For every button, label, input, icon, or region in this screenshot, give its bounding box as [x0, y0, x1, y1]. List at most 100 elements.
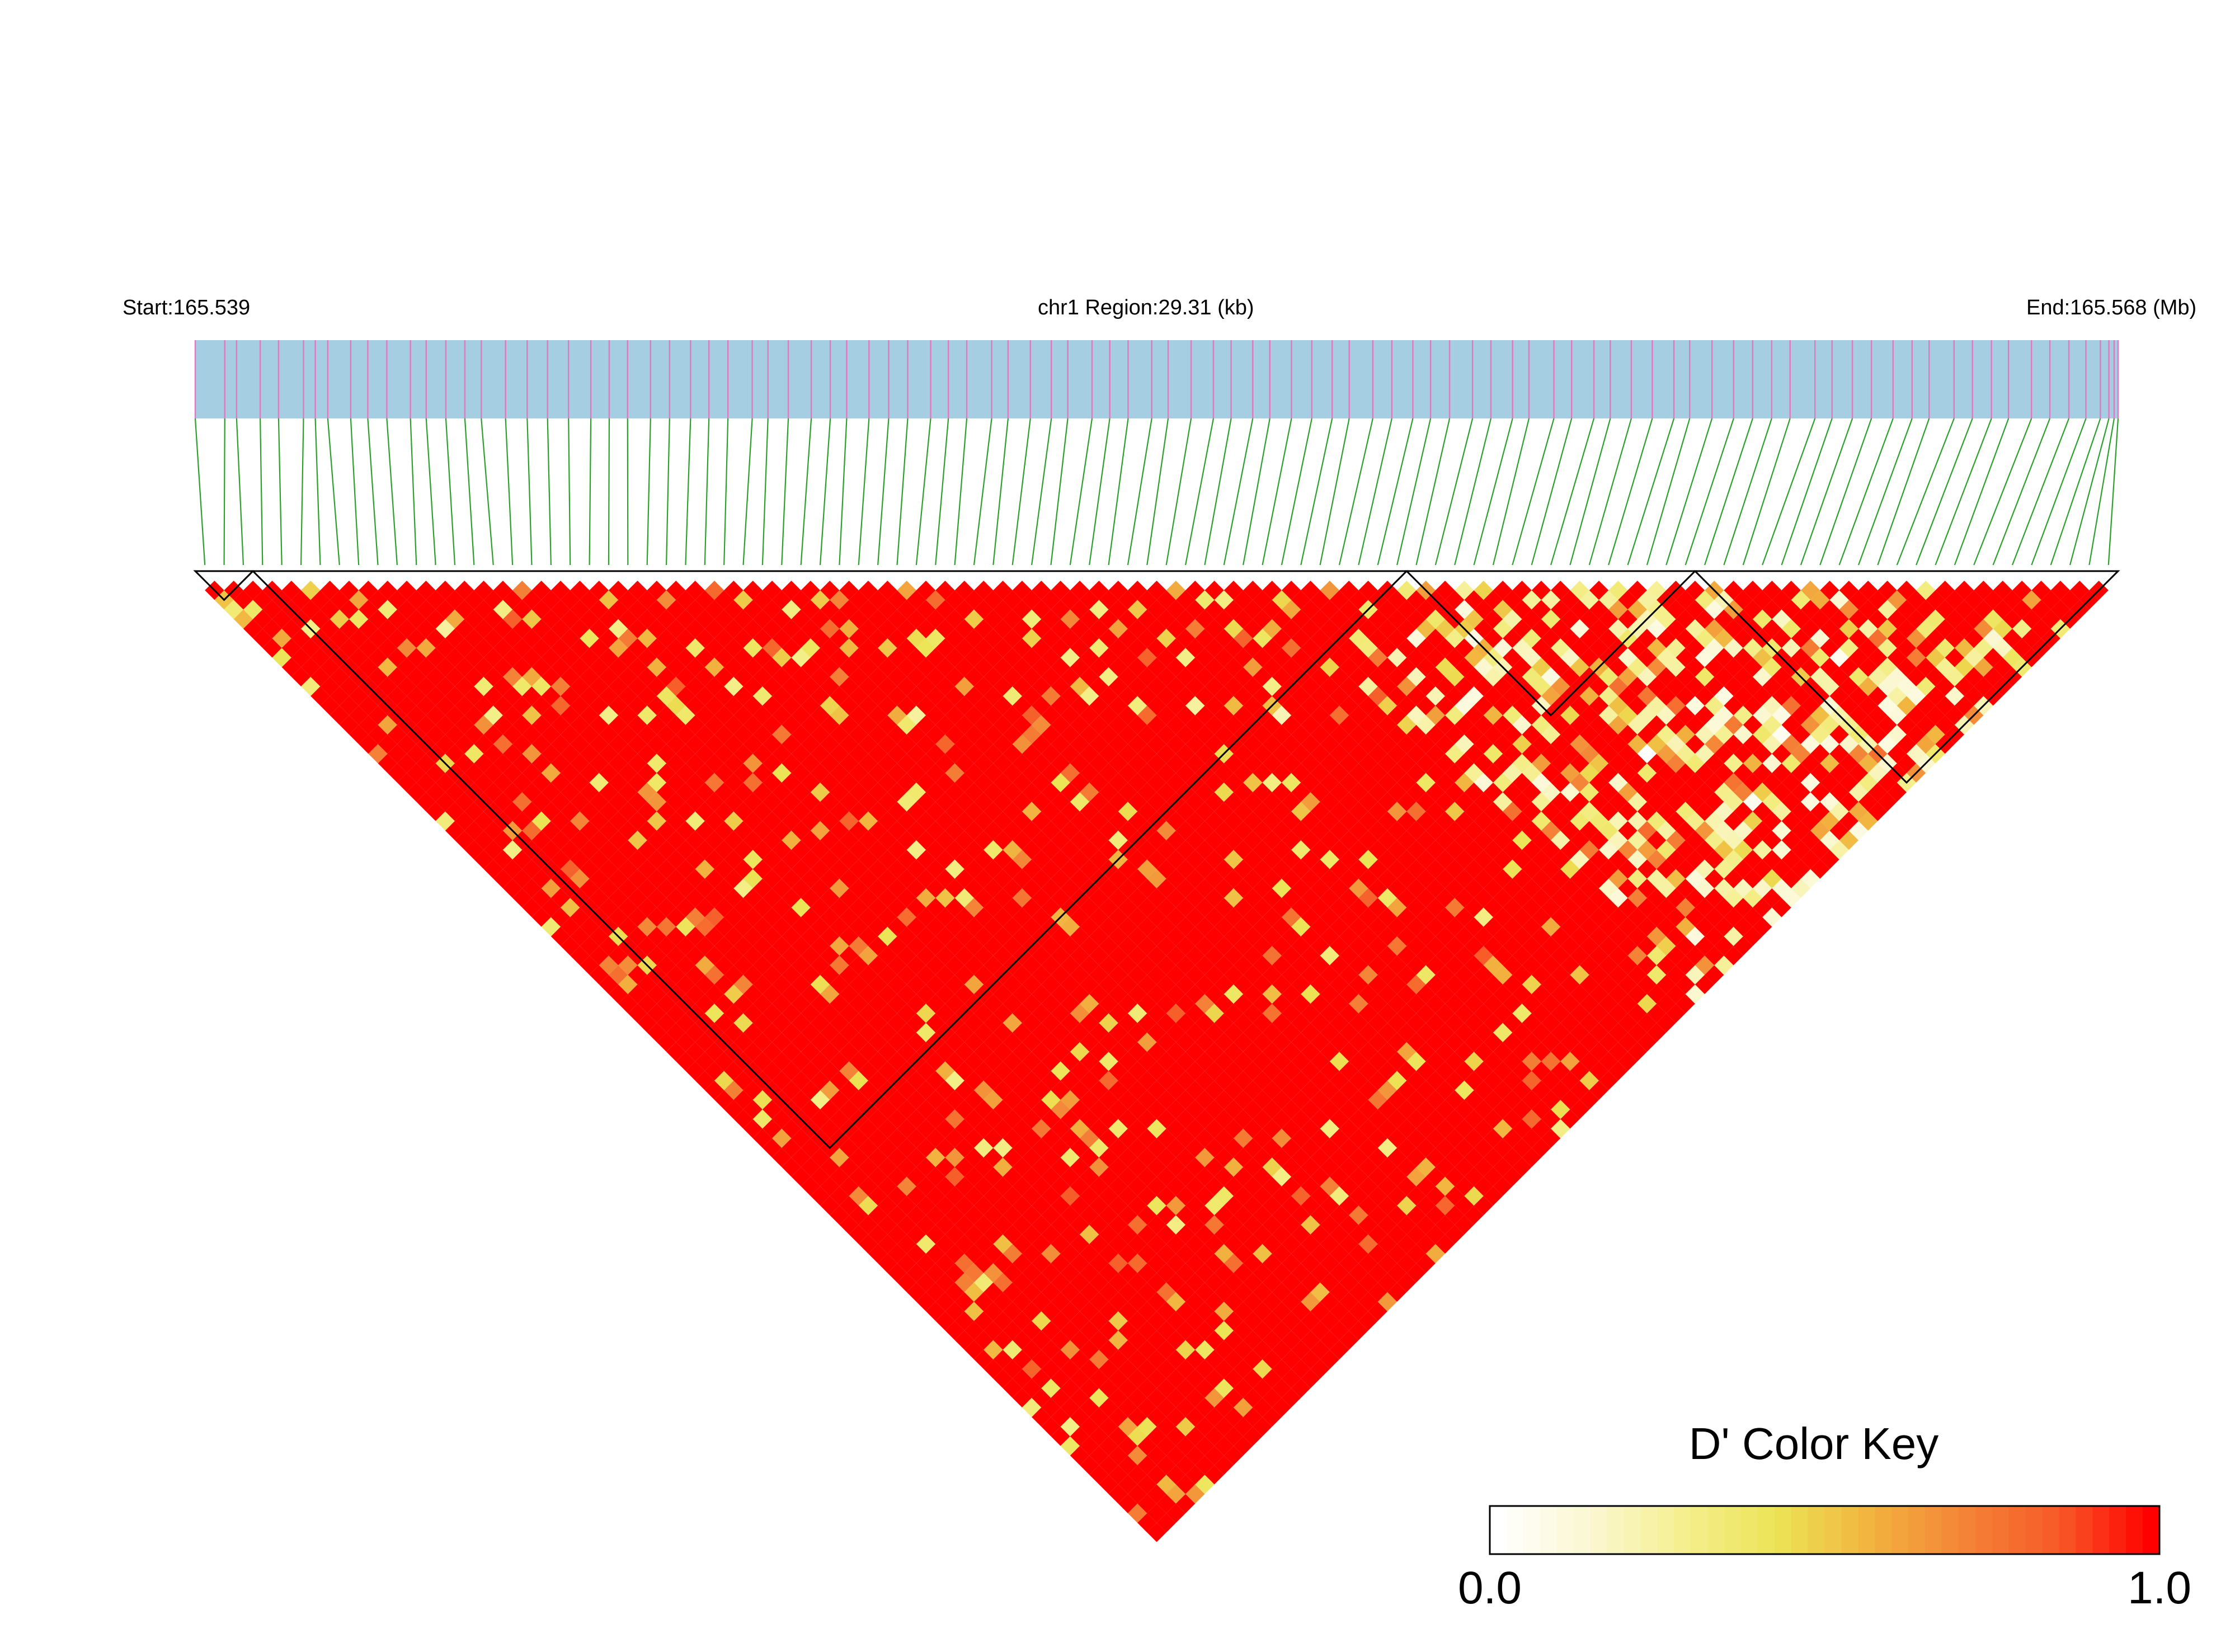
ld-cell	[1253, 590, 1272, 610]
ld-cell	[1435, 1080, 1455, 1100]
ld-cell	[897, 946, 916, 966]
ld-cell	[772, 956, 792, 975]
ld-cell	[839, 696, 859, 716]
ld-cell	[1080, 1090, 1099, 1110]
ld-cell	[608, 754, 628, 773]
ld-cell	[993, 734, 1013, 754]
ld-cell	[1358, 830, 1378, 850]
ld-cell	[1224, 600, 1244, 619]
ld-cell	[1166, 638, 1186, 658]
ld-cell	[522, 898, 542, 917]
ld-cell	[695, 821, 714, 840]
ld-cell	[1800, 811, 1820, 831]
ld-cell	[993, 619, 1013, 639]
ld-cell	[570, 734, 590, 754]
ld-cell	[1445, 898, 1465, 917]
ld-cell	[599, 686, 619, 706]
ld-cell	[878, 1099, 897, 1119]
ld-cell	[1493, 581, 1513, 600]
ld-cell	[1032, 888, 1051, 908]
ld-cell	[791, 821, 811, 840]
ld-cell	[945, 1263, 964, 1283]
ld-cell	[945, 1225, 964, 1244]
ld-cell	[1032, 965, 1051, 985]
ld-cell	[1695, 686, 1715, 706]
ld-cell	[1175, 840, 1196, 860]
ld-cell	[1820, 657, 1839, 677]
ld-cell	[1243, 657, 1263, 677]
ld-cell	[1406, 782, 1426, 802]
ld-cell	[233, 609, 253, 629]
ld-cell	[743, 888, 763, 908]
ld-cell	[1829, 744, 1849, 764]
ld-cell	[1445, 1186, 1465, 1206]
ld-cell	[1733, 705, 1753, 725]
ld-cell	[1204, 600, 1224, 619]
ld-cell	[1051, 850, 1070, 869]
ld-cell	[887, 1147, 907, 1168]
snp-connector	[259, 418, 264, 566]
ld-cell	[416, 754, 436, 773]
ld-cell	[522, 628, 542, 648]
ld-cell	[1022, 1013, 1042, 1033]
ld-cell	[570, 657, 590, 677]
ld-cell	[1320, 600, 1340, 619]
ld-cell	[762, 657, 782, 677]
ld-cell	[1887, 782, 1907, 802]
ld-cell	[666, 946, 686, 966]
ld-cell	[704, 965, 724, 985]
ld-cell	[339, 600, 359, 619]
ld-cell	[973, 1253, 994, 1273]
ld-cell	[1185, 1061, 1205, 1081]
ld-cell	[416, 581, 436, 600]
ld-cell	[1579, 859, 1599, 879]
ld-cell	[1108, 1292, 1128, 1312]
ld-cell	[1320, 1061, 1340, 1081]
ld-cell	[570, 715, 590, 735]
ld-cell	[1243, 792, 1263, 812]
ld-cell	[782, 773, 801, 793]
ld-cell	[945, 936, 964, 956]
ld-cell	[1397, 1273, 1417, 1292]
ld-cell	[724, 830, 744, 850]
ld-cell	[1743, 830, 1763, 850]
ld-cell	[1435, 773, 1455, 793]
ld-cell	[1262, 1080, 1282, 1100]
ld-cell	[926, 878, 945, 898]
ld-cell	[752, 686, 773, 706]
ld-cell	[1060, 667, 1080, 687]
ld-cell	[502, 648, 523, 667]
ld-cell	[849, 609, 868, 629]
ld-cell	[1041, 667, 1061, 687]
ld-cell	[830, 1206, 849, 1225]
ld-cell	[1646, 638, 1667, 658]
ld-cell	[1512, 581, 1532, 600]
ld-cell	[1570, 696, 1589, 716]
ld-cell	[1589, 946, 1609, 966]
ld-cell	[868, 590, 888, 610]
ld-cell	[426, 782, 445, 802]
ld-cell	[1772, 763, 1791, 783]
ld-cell	[1358, 1176, 1378, 1196]
ld-cell	[1551, 734, 1570, 754]
ld-cell	[1781, 869, 1801, 888]
ld-cell	[1272, 1186, 1292, 1206]
ld-cell	[1137, 1340, 1157, 1359]
ld-cell	[1291, 744, 1311, 764]
start-label: Start:165.539	[123, 296, 250, 319]
ld-cell	[1032, 734, 1051, 754]
ld-cell	[1425, 1032, 1446, 1052]
ld-cell	[1512, 1119, 1532, 1138]
ld-cell	[704, 754, 724, 773]
ld-cell	[1032, 696, 1051, 716]
ld-cell	[1262, 1234, 1282, 1254]
ld-cell	[1195, 994, 1215, 1014]
ld-cell	[1618, 1052, 1638, 1071]
ld-cell	[1512, 1004, 1532, 1023]
ld-cell	[1666, 984, 1686, 1004]
ld-cell	[1705, 946, 1724, 966]
ld-cell	[1262, 773, 1282, 793]
ld-cell	[849, 859, 868, 879]
ld-cell	[1358, 1138, 1378, 1158]
ld-cell	[1377, 1157, 1398, 1177]
